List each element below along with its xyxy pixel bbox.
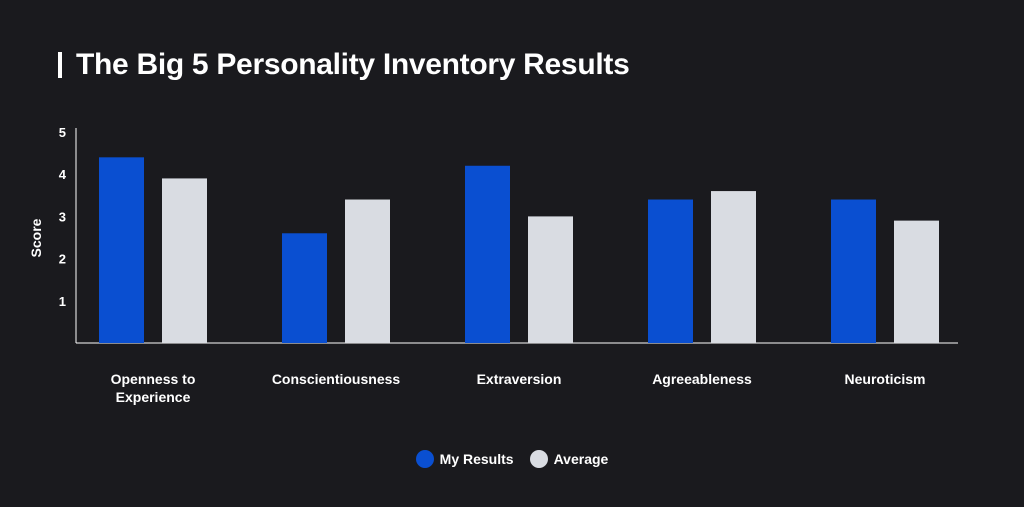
x-tick-label: Neuroticism xyxy=(845,371,926,387)
x-tick-label: Agreeableness xyxy=(652,371,752,387)
y-tick-label: 4 xyxy=(59,167,67,182)
x-tick-label: Conscientiousness xyxy=(272,371,401,387)
y-tick-label: 5 xyxy=(59,125,66,140)
bar-average xyxy=(894,220,939,343)
title-accent-bar xyxy=(58,52,62,78)
legend-item-average: Average xyxy=(529,450,609,468)
bar-my-results xyxy=(648,199,693,343)
bar-average xyxy=(345,199,390,343)
bar-my-results xyxy=(99,157,144,343)
bar-chart: 1 2 3 4 5 Score Openness to Experience Conscient… xyxy=(28,125,958,405)
x-tick-label: Openness to xyxy=(111,371,196,387)
chart-title: The Big 5 Personality Inventory Results xyxy=(76,48,630,81)
y-tick-label: 2 xyxy=(59,252,66,267)
x-tick-label: Extraversion xyxy=(477,371,562,387)
bar-my-results xyxy=(282,233,327,343)
bar-my-results xyxy=(465,165,510,343)
bar-average xyxy=(528,216,573,343)
x-tick-label: Experience xyxy=(116,389,191,405)
legend-item-my-results: My Results xyxy=(415,450,514,468)
y-axis-label: Score xyxy=(28,218,44,257)
chart-title-group: The Big 5 Personality Inventory Results xyxy=(58,48,630,82)
legend-swatch-my-results xyxy=(415,450,434,468)
bar-average xyxy=(162,178,207,343)
bar-my-results xyxy=(831,199,876,343)
y-tick-label: 3 xyxy=(59,209,66,224)
y-tick-label: 1 xyxy=(59,294,66,309)
legend-label-average: Average xyxy=(553,451,609,467)
legend-label-my-results: My Results xyxy=(439,451,514,467)
legend: My Results Average xyxy=(0,450,1024,468)
legend-swatch-average xyxy=(529,450,548,468)
bar-average xyxy=(711,191,756,343)
